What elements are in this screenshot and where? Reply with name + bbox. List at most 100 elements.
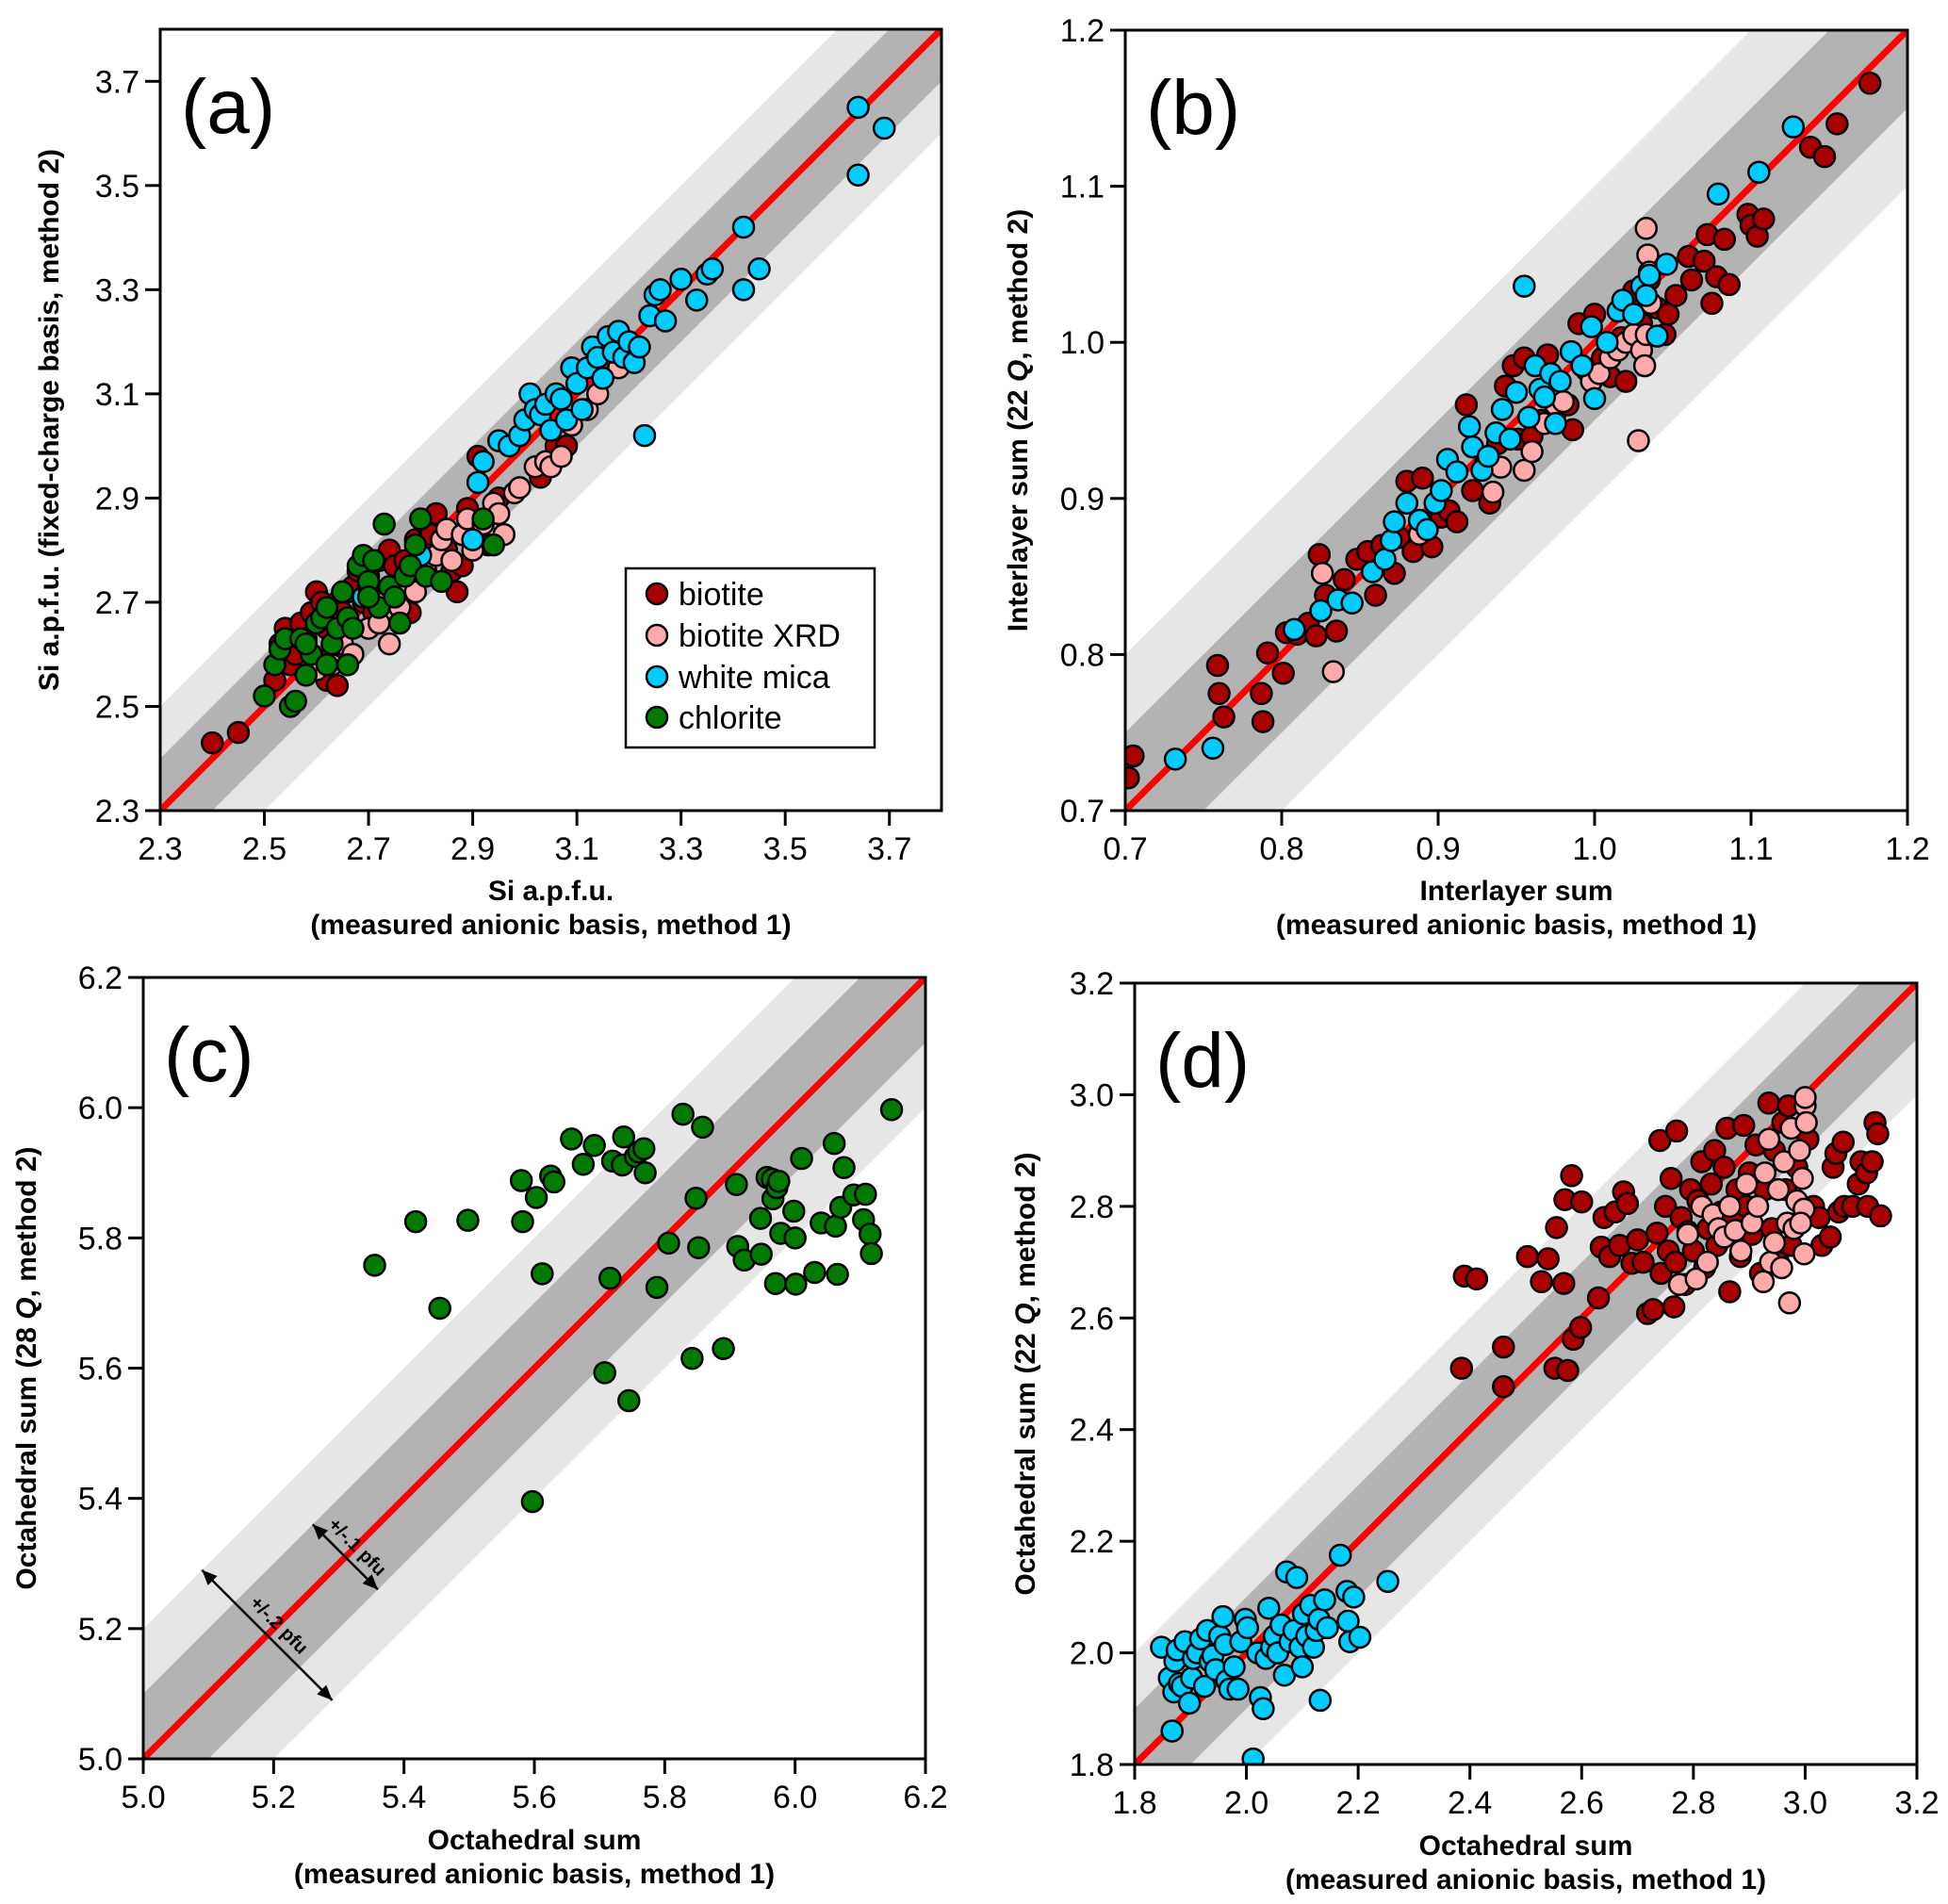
data-point	[1465, 1267, 1489, 1291]
axes-frame	[1123, 28, 1909, 812]
data-point	[1734, 1172, 1759, 1196]
data-point	[1858, 72, 1882, 95]
y-tick-label: 6.2	[78, 960, 123, 996]
data-point	[428, 1296, 451, 1321]
data-point	[1659, 1167, 1683, 1190]
data-point	[1304, 624, 1328, 648]
data-point	[822, 1131, 846, 1156]
data-point	[1328, 1543, 1352, 1568]
data-point	[1745, 1194, 1770, 1219]
data-point	[1515, 1244, 1540, 1269]
data-point	[731, 215, 756, 239]
data-point	[1125, 765, 1140, 790]
data-point	[403, 1209, 428, 1234]
x-tick-label: 0.9	[1416, 831, 1460, 867]
plot-area	[160, 29, 941, 811]
y-tick-label: 0.9	[1060, 482, 1105, 517]
data-point	[1395, 491, 1419, 516]
x-tick-label: 5.4	[382, 1780, 426, 1815]
y-tick-label: 3.3	[95, 272, 139, 308]
y-tick-label: 3.0	[1070, 1077, 1114, 1113]
data-point	[645, 1275, 669, 1300]
data-point	[731, 278, 756, 302]
data-point	[1706, 182, 1730, 206]
data-point	[1729, 1239, 1753, 1263]
axes-frame	[1133, 981, 1919, 1766]
y-tick-label: 2.6	[1070, 1301, 1114, 1337]
data-point	[657, 1231, 680, 1256]
x-tick-label: 5.0	[121, 1780, 165, 1815]
y-tick-label: 1.0	[1060, 325, 1105, 361]
data-point	[1570, 353, 1594, 378]
data-point	[1251, 710, 1275, 733]
legend-marker-chlorite	[645, 705, 669, 730]
data-point	[565, 371, 589, 396]
data-point	[1430, 479, 1453, 502]
data-point	[1699, 1172, 1724, 1196]
x-tick-label: 2.3	[138, 831, 182, 867]
data-point	[1641, 1298, 1665, 1321]
x-tick-label: 2.5	[242, 831, 286, 867]
panel-d: 1.8 2.0 2.2 2.4 2.6 2.8 3.0 3.2 1.8 2.0 2.2 2.4 2.6 2…	[1010, 966, 1940, 1896]
data-point	[1615, 1191, 1640, 1216]
data-point	[1255, 641, 1280, 665]
data-point	[549, 444, 573, 468]
y-axis-title: Octahedral sum (28 Q, method 2)	[11, 1146, 42, 1589]
y-tick-label: 2.0	[1070, 1636, 1114, 1672]
data-point	[1517, 405, 1541, 429]
legend-marker-biotite	[645, 582, 669, 606]
data-point	[1757, 1092, 1781, 1115]
data-point	[648, 278, 672, 302]
data-point	[1530, 1270, 1553, 1294]
x-axis-subtitle: (measured anionic basis, method 1)	[1285, 1864, 1766, 1896]
y-tick-label: 6.0	[78, 1091, 123, 1126]
data-point	[1777, 1291, 1802, 1315]
data-point	[617, 1388, 641, 1413]
y-tick-label: 2.3	[95, 794, 139, 829]
data-point	[1449, 1356, 1474, 1380]
y-tick-label: 1.1	[1060, 170, 1105, 205]
data-point	[783, 1226, 807, 1250]
data-point	[1481, 480, 1505, 504]
x-tick-label: 5.2	[252, 1780, 296, 1815]
data-point	[858, 1222, 882, 1246]
x-tick-label: 6.0	[773, 1780, 817, 1815]
data-point	[1340, 591, 1364, 616]
data-point	[597, 1266, 622, 1290]
data-point	[315, 653, 339, 677]
data-point	[1772, 1150, 1796, 1174]
legend-item-biotite-xrd: biotite XRD	[645, 618, 841, 654]
data-point	[700, 256, 725, 281]
data-point	[1712, 227, 1737, 252]
data-point	[1308, 1688, 1333, 1713]
x-tick-label: 2.4	[1448, 1785, 1492, 1821]
data-point	[687, 1236, 711, 1259]
data-point	[1285, 1566, 1309, 1589]
data-point	[671, 1102, 695, 1126]
data-point	[872, 116, 896, 140]
data-point	[790, 1146, 813, 1171]
data-point	[331, 580, 354, 604]
plot-area	[1135, 983, 1917, 1764]
data-point	[315, 596, 339, 619]
data-point	[1812, 144, 1837, 169]
data-point	[1662, 1295, 1686, 1319]
y-tick-label: 3.5	[95, 169, 139, 205]
data-point	[1560, 1164, 1583, 1188]
y-tick-label: 3.1	[95, 377, 139, 413]
data-point	[1348, 1625, 1372, 1650]
data-point	[1700, 291, 1724, 316]
x-tick-label: 2.0	[1224, 1785, 1269, 1821]
data-point	[201, 730, 224, 755]
data-point	[1596, 330, 1619, 354]
data-point	[1860, 1150, 1884, 1174]
data-point	[1757, 1127, 1781, 1152]
panel-c: +/-.1 pfu+/-.2 pfu 5.0 5.2 5.4 5.6 5.8 6.0 6.2 5…	[11, 960, 948, 1890]
x-tick-label: 2.6	[1560, 1785, 1604, 1821]
data-point	[1416, 517, 1439, 542]
x-axis-title: Interlayer sum	[1419, 876, 1612, 907]
data-point	[1252, 1697, 1275, 1721]
data-point	[1376, 1569, 1400, 1594]
data-point	[325, 674, 350, 698]
y-tick-label: 5.6	[78, 1352, 123, 1387]
